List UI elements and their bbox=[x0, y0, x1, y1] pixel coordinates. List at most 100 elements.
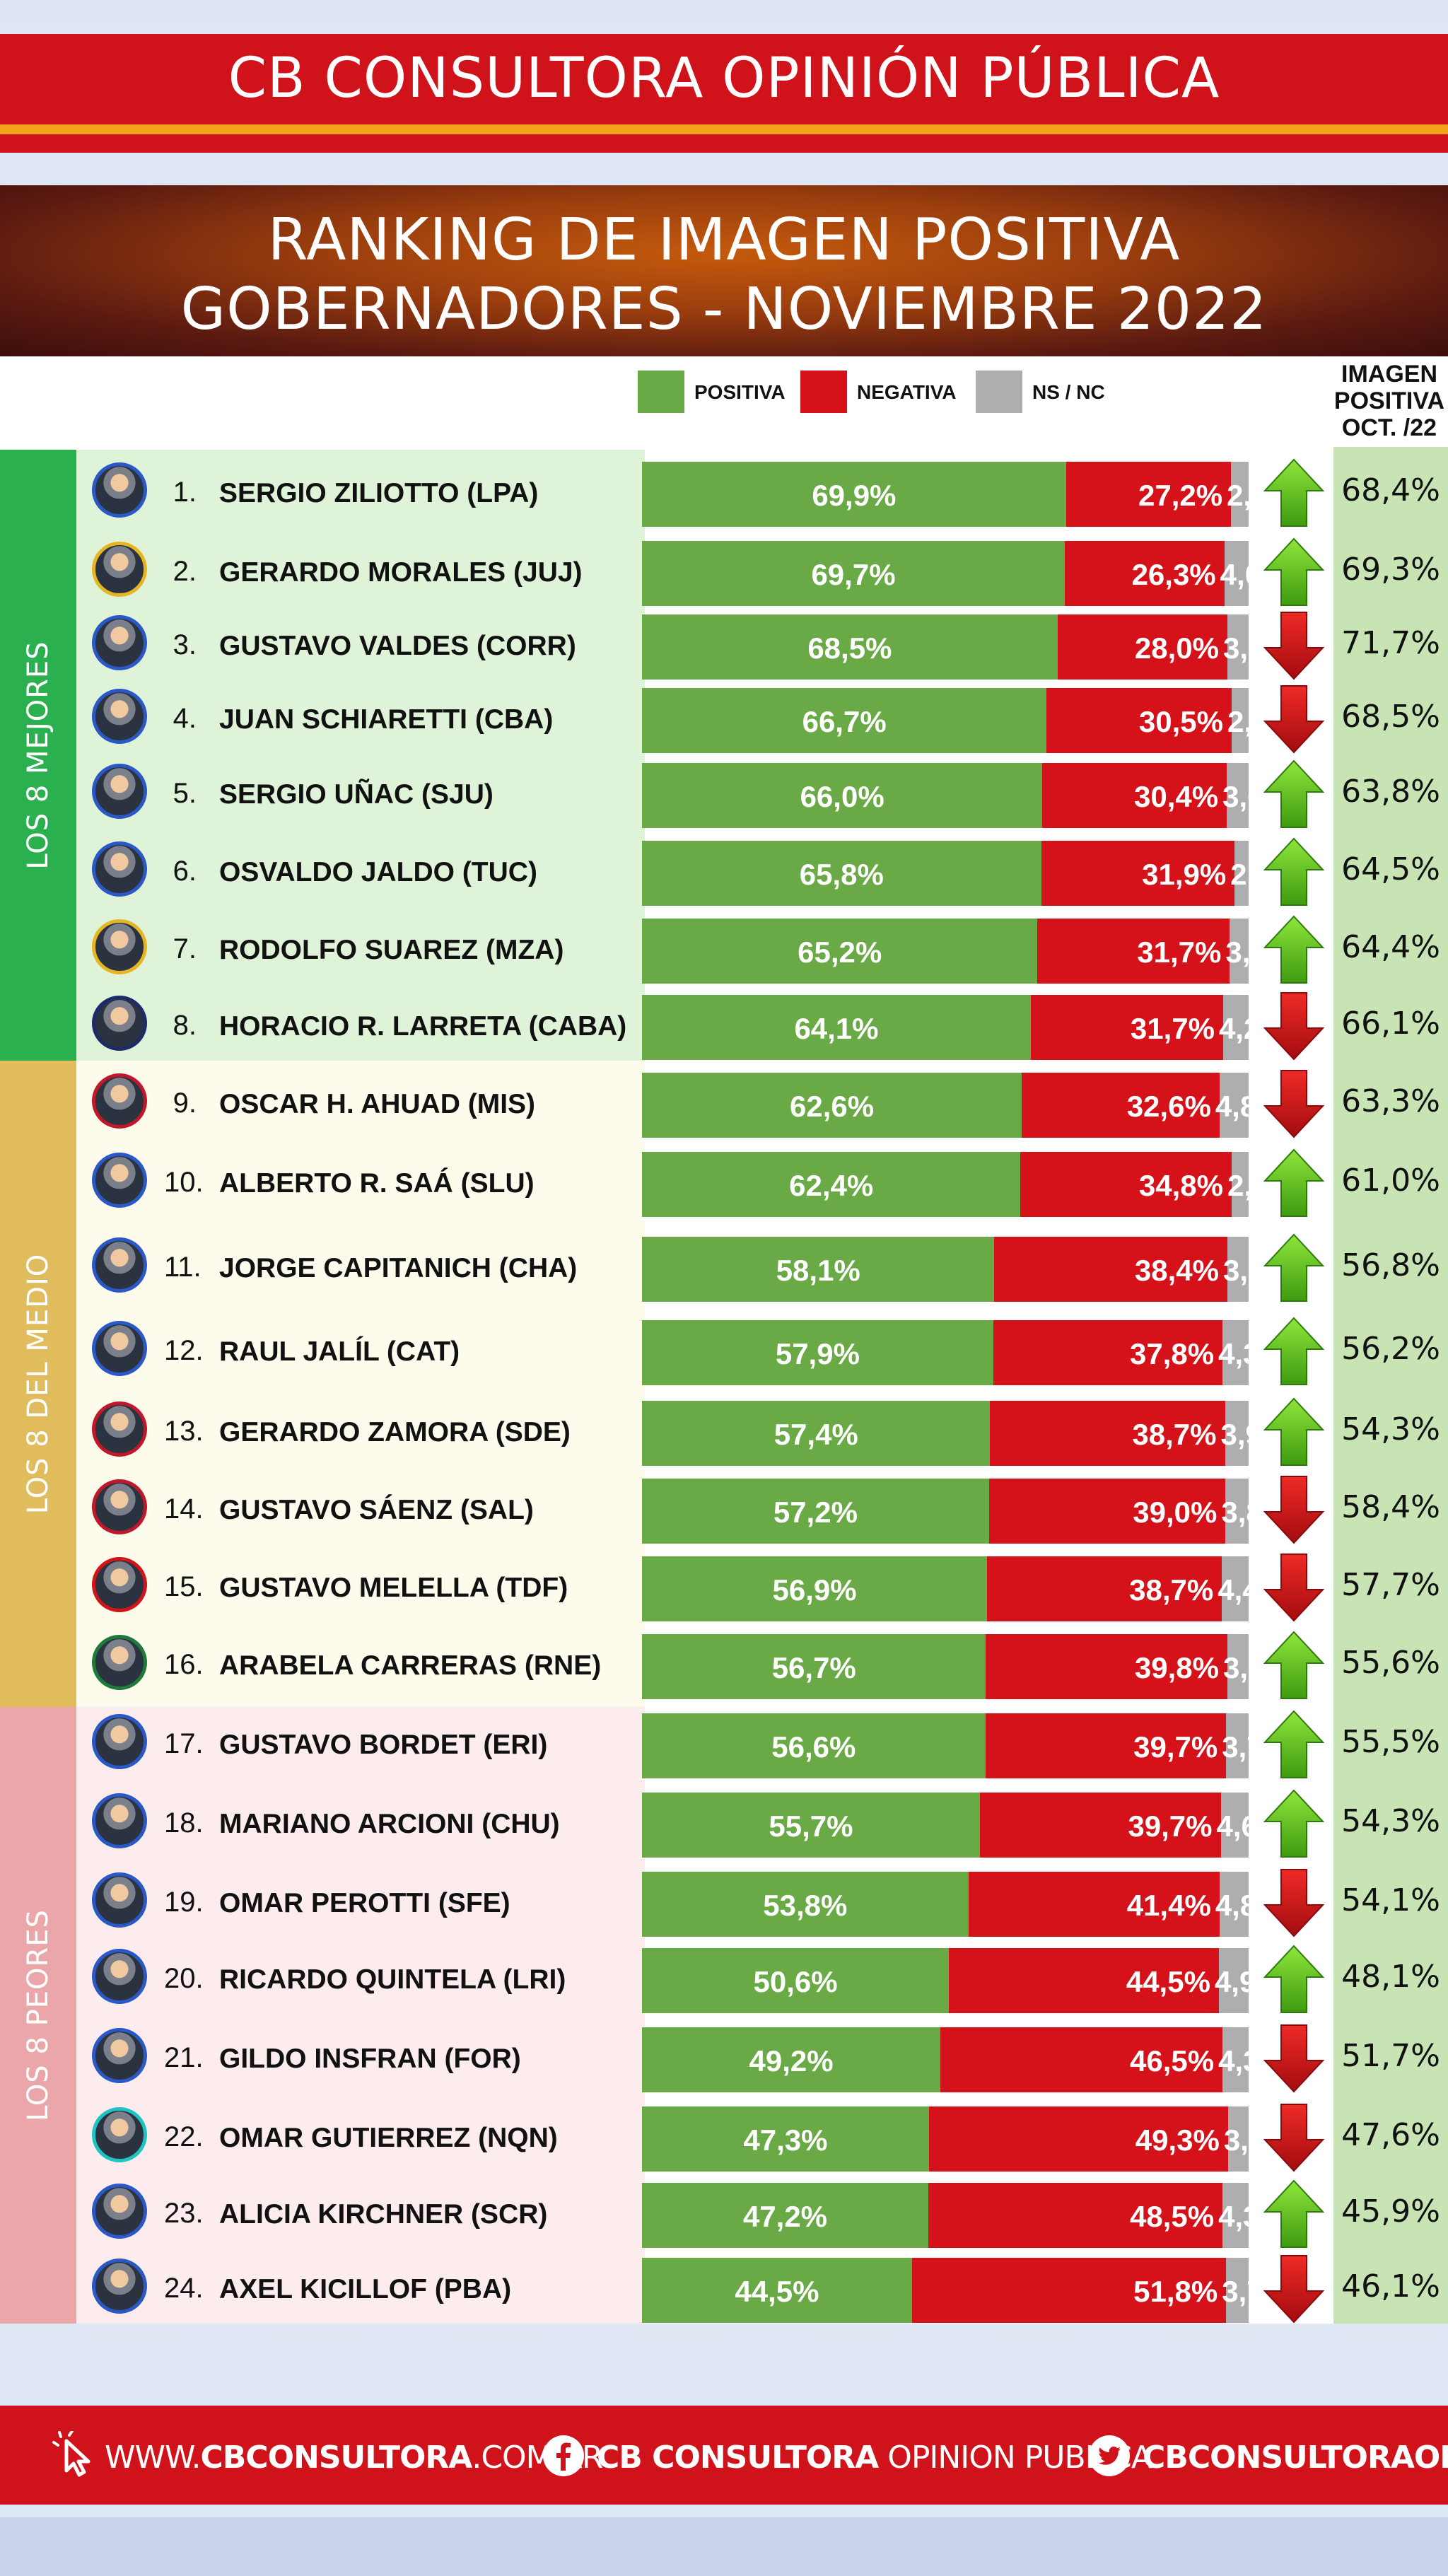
avatar bbox=[92, 1793, 147, 1848]
governor-name: GERARDO ZAMORA (SDE) bbox=[219, 1417, 571, 1447]
governor-name: RAUL JALÍL (CAT) bbox=[219, 1336, 460, 1367]
data-label-negative: 32,6% bbox=[1126, 1090, 1211, 1123]
rank-number: 14. bbox=[164, 1493, 204, 1525]
data-label-negative: 27,2% bbox=[1138, 479, 1223, 512]
governor-name: SERGIO UÑAC (SJU) bbox=[219, 779, 494, 810]
bottom-band bbox=[0, 2517, 1448, 2576]
data-label-positive: 56,6% bbox=[771, 1730, 856, 1764]
bar-segment-negative bbox=[979, 1793, 1221, 1858]
previous-positive-value: 69,3% bbox=[1341, 552, 1440, 588]
data-label-positive: 65,2% bbox=[798, 936, 882, 969]
data-label-nsnc: 3,4% bbox=[1223, 2123, 1249, 2157]
arrow-up-icon bbox=[1263, 1148, 1324, 1217]
avatar bbox=[92, 919, 147, 974]
avatar bbox=[92, 615, 147, 670]
stacked-bar: 62,4% 34,8%2,8% bbox=[642, 1152, 1249, 1217]
bar-segment-nsnc bbox=[1219, 1872, 1249, 1937]
data-label-negative: 39,7% bbox=[1128, 1809, 1213, 1843]
footer-facebook-bold: CB CONSULTORA bbox=[597, 2440, 879, 2476]
bar-segment-nsnc bbox=[1222, 995, 1249, 1060]
stacked-bar: 53,8% 41,4%4,8% bbox=[642, 1872, 1249, 1937]
avatar bbox=[92, 2184, 147, 2239]
stacked-bar: 56,9% 38,7%4,4% bbox=[642, 1556, 1249, 1621]
bar-segment-negative bbox=[987, 1556, 1222, 1621]
governor-name: AXEL KICILLOF (PBA) bbox=[219, 2274, 512, 2304]
column-header-line-1: IMAGEN bbox=[1341, 361, 1437, 387]
arrow-up-icon bbox=[1263, 1631, 1324, 1699]
group-bar-worst: LOS 8 PEORES bbox=[0, 1707, 76, 2324]
previous-positive-value: 55,5% bbox=[1341, 1724, 1440, 1760]
data-label-positive: 62,6% bbox=[790, 1090, 875, 1123]
bar-segment-negative bbox=[1020, 1152, 1232, 1217]
stacked-bar: 55,7% 39,7%4,6% bbox=[642, 1793, 1249, 1858]
rank-number: 1. bbox=[173, 477, 197, 508]
arrow-up-icon bbox=[1263, 1710, 1324, 1778]
data-label-nsnc: 3,5% bbox=[1222, 1254, 1249, 1287]
table-row: 3. GUSTAVO VALDES (CORR) 68,5% 28,0%3,5% 71,… bbox=[0, 604, 1448, 682]
bar-segment-negative bbox=[986, 1634, 1227, 1699]
data-label-nsnc: 4,6% bbox=[1216, 1809, 1249, 1843]
column-header-line-3: OCT. /22 bbox=[1341, 414, 1437, 441]
stacked-bar: 56,6% 39,7%3,7% bbox=[642, 1713, 1249, 1778]
stacked-bar: 65,8% 31,9%2,3% bbox=[642, 841, 1249, 906]
arrow-up-icon bbox=[1263, 1397, 1324, 1466]
data-label-positive: 55,7% bbox=[769, 1809, 853, 1843]
arrow-up-icon bbox=[1263, 837, 1324, 906]
data-label-positive: 64,1% bbox=[794, 1012, 879, 1045]
bar-segment-nsnc bbox=[1231, 462, 1249, 527]
bar-segment-positive bbox=[642, 2106, 929, 2172]
previous-positive-value: 54,3% bbox=[1341, 1411, 1440, 1447]
facebook-icon bbox=[543, 2435, 584, 2476]
bar-segment-negative bbox=[1042, 763, 1227, 828]
arrow-up-icon bbox=[1263, 2179, 1324, 2248]
footer-facebook[interactable]: CB CONSULTORA OPINION PUBLICA bbox=[597, 2440, 1152, 2476]
data-label-nsnc: 3,7% bbox=[1222, 1730, 1249, 1764]
bar-segment-positive bbox=[642, 1634, 986, 1699]
data-label-positive: 50,6% bbox=[753, 1965, 838, 1998]
arrow-down-icon bbox=[1263, 1869, 1324, 1937]
bar-segment-positive bbox=[642, 2258, 912, 2323]
previous-positive-value: 55,6% bbox=[1341, 1645, 1440, 1681]
rank-number: 10. bbox=[164, 1167, 204, 1198]
arrow-down-icon bbox=[1263, 2104, 1324, 2172]
stacked-bar: 49,2% 46,5%4,3% bbox=[642, 2027, 1249, 2092]
legend-swatch-nsnc bbox=[976, 371, 1022, 413]
governor-name: OMAR GUTIERREZ (NQN) bbox=[219, 2123, 558, 2153]
footer-twitter[interactable]: CBCONSULTORAOK bbox=[1143, 2440, 1448, 2476]
data-label-nsnc: 3,1% bbox=[1225, 936, 1249, 969]
previous-positive-value: 48,1% bbox=[1341, 1959, 1440, 1995]
data-label-positive: 66,7% bbox=[802, 705, 887, 738]
data-label-negative: 30,5% bbox=[1138, 705, 1223, 738]
previous-positive-value: 68,4% bbox=[1341, 472, 1440, 508]
bar-segment-nsnc bbox=[1231, 688, 1249, 753]
previous-positive-value: 57,7% bbox=[1341, 1567, 1440, 1603]
data-label-positive: 68,5% bbox=[807, 631, 892, 665]
footer-website[interactable]: WWW.CBCONSULTORA.COM.AR bbox=[105, 2440, 603, 2476]
previous-positive-value: 46,1% bbox=[1341, 2268, 1440, 2304]
governor-name: ALBERTO R. SAÁ (SLU) bbox=[219, 1168, 535, 1199]
governor-name: GUSTAVO VALDES (CORR) bbox=[219, 631, 576, 661]
arrow-down-icon bbox=[1263, 1070, 1324, 1138]
data-label-positive: 65,8% bbox=[799, 858, 884, 891]
data-label-positive: 56,9% bbox=[772, 1573, 857, 1607]
bar-segment-nsnc bbox=[1231, 1152, 1249, 1217]
arrow-down-icon bbox=[1263, 685, 1324, 754]
data-label-negative: 28,0% bbox=[1134, 631, 1219, 665]
bar-segment-negative bbox=[1065, 541, 1225, 606]
governor-name: SERGIO ZILIOTTO (LPA) bbox=[219, 478, 539, 508]
table-row: 2.GERARDO MORALES (JUJ)69,7%26,3%4,0%69,… bbox=[0, 530, 1448, 608]
bar-segment-positive bbox=[642, 1556, 988, 1621]
previous-positive-value: 56,8% bbox=[1341, 1247, 1440, 1283]
bar-segment-nsnc bbox=[1218, 1948, 1249, 2013]
governor-name: GUSTAVO MELELLA (TDF) bbox=[219, 1573, 568, 1603]
data-label-negative: 44,5% bbox=[1126, 1965, 1210, 1998]
bar-segment-positive bbox=[642, 1237, 995, 1302]
previous-positive-value: 71,7% bbox=[1341, 625, 1440, 661]
stacked-bar: 47,3% 49,3%3,4% bbox=[642, 2106, 1249, 2172]
stacked-bar: 50,6% 44,5%4,9% bbox=[642, 1948, 1249, 2013]
previous-positive-value: 61,0% bbox=[1341, 1162, 1440, 1199]
title-banner: RANKING DE IMAGEN POSITIVA GOBERNADORES … bbox=[0, 185, 1448, 356]
rank-number: 13. bbox=[164, 1416, 204, 1447]
bar-segment-positive bbox=[642, 688, 1047, 753]
data-label-nsnc: 2,9% bbox=[1227, 479, 1249, 512]
